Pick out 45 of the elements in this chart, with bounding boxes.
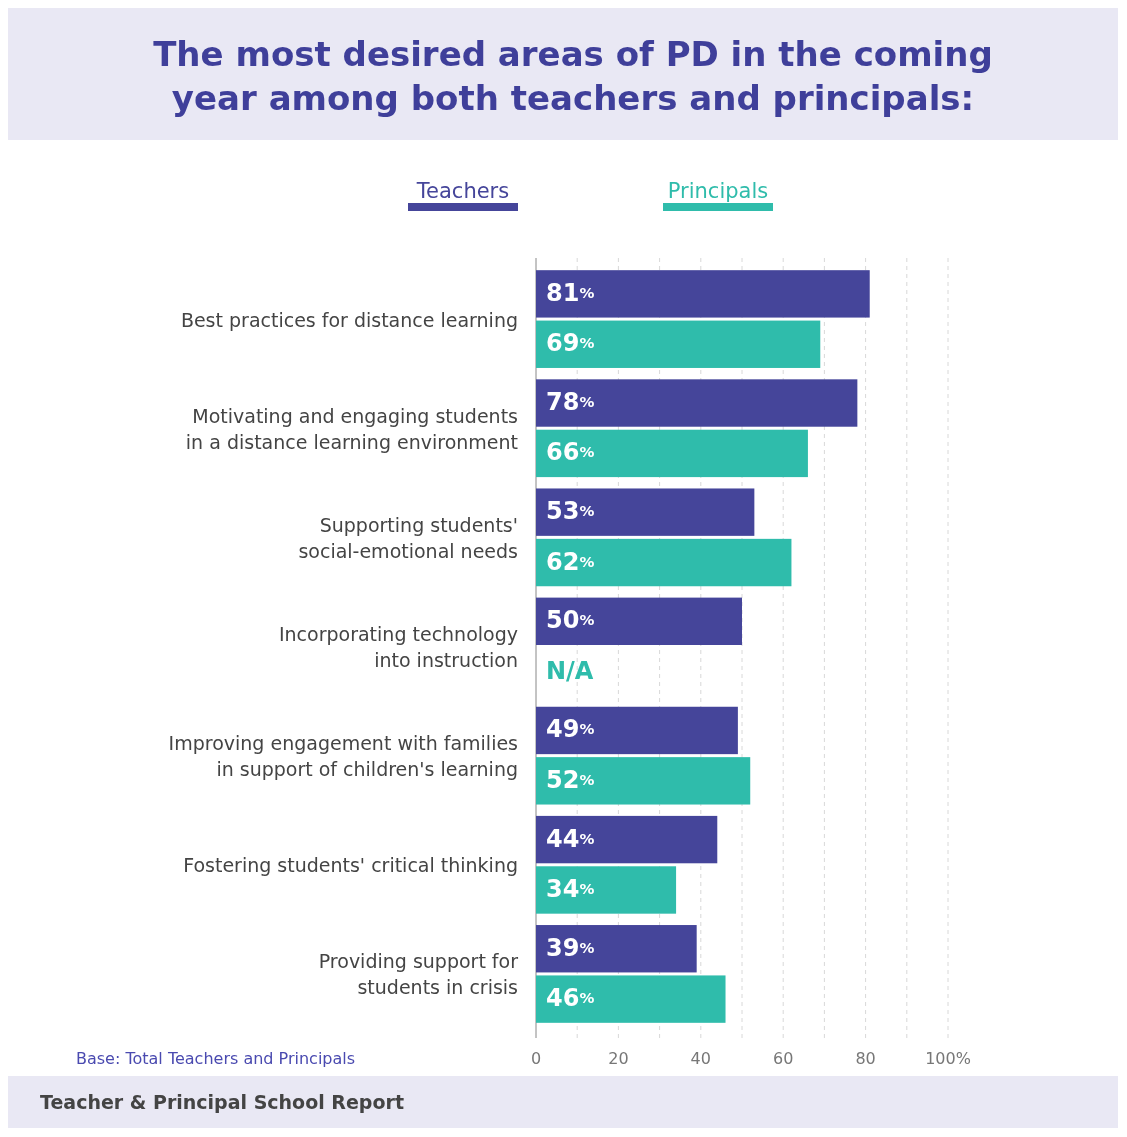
bar [536,706,738,755]
data-label: 52% [546,765,595,794]
data-label: 66% [546,438,595,467]
text: Base: Total Teachers and Principals [76,1049,356,1068]
data-label: 53% [546,497,595,526]
y-tick-label: Fostering students' critical thinking [183,854,518,877]
data-label: 46% [546,984,595,1013]
chart-title: The most desired areas of PD in the coming year among both teachers and principals: [153,34,993,118]
bar [536,379,858,427]
bar [536,866,677,914]
bar [536,320,821,368]
x-tick-label: 100% [925,1049,971,1068]
data-label: 81% [546,278,595,307]
bar [536,757,751,805]
text: Teachers [415,179,510,203]
y-tick-label: Improving engagement with families in support of children's learning [168,732,518,781]
data-label: 50% [546,606,595,635]
x-tick-label: 80 [855,1049,876,1068]
data-label: 49% [546,715,595,744]
x-tick-label: 40 [690,1049,711,1068]
data-label: 69% [546,329,595,358]
bar [536,597,742,645]
text: N/A [546,656,594,685]
y-tick-label: Incorporating technology into instruction [278,623,518,671]
x-tick-label: 60 [773,1049,794,1068]
bar [536,488,755,536]
y-tick-label: Supporting students' social-emotional needs [298,513,518,562]
bar [536,815,718,864]
y-tick-label: Motivating and engaging students in a distance learning environment [185,404,518,453]
data-label: 78% [546,388,595,417]
bar [536,270,870,318]
y-tick-label: Best practices for distance learning [180,308,518,331]
data-label: 34% [546,874,595,903]
data-label: 44% [546,824,595,853]
y-tick-label: Providing support for students in crisis [318,950,519,999]
bar [536,429,808,478]
bar [536,538,792,587]
data-label: 39% [546,933,595,962]
data-label: 62% [546,547,595,576]
bar [536,925,697,973]
x-tick-label: 20 [608,1049,629,1068]
text: Teacher & Principal School Report [40,1091,404,1113]
text: Principals [667,179,769,203]
bar [536,975,726,1023]
x-tick-label: 0 [530,1049,542,1068]
